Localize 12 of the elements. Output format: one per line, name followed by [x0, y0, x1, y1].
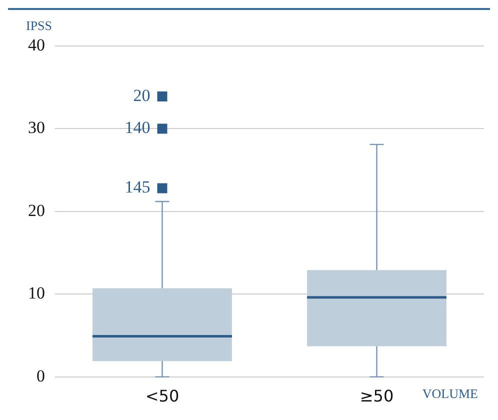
y-tick-label: 10	[28, 284, 45, 303]
annotation: 20	[133, 86, 150, 105]
y-tick-label: 0	[36, 366, 45, 386]
y-tick-label: 40	[28, 35, 45, 54]
annotation: 140	[124, 118, 150, 138]
x-tick-label: ≥50	[360, 386, 394, 406]
y-axis-title: IPSS	[26, 18, 52, 33]
annotation: 145	[124, 178, 150, 197]
y-tick-label: 30	[28, 118, 45, 138]
x-tick-label: <50	[145, 386, 180, 406]
y-tick-label: 20	[28, 200, 45, 220]
x-axis-title: VOLUME	[422, 386, 478, 402]
